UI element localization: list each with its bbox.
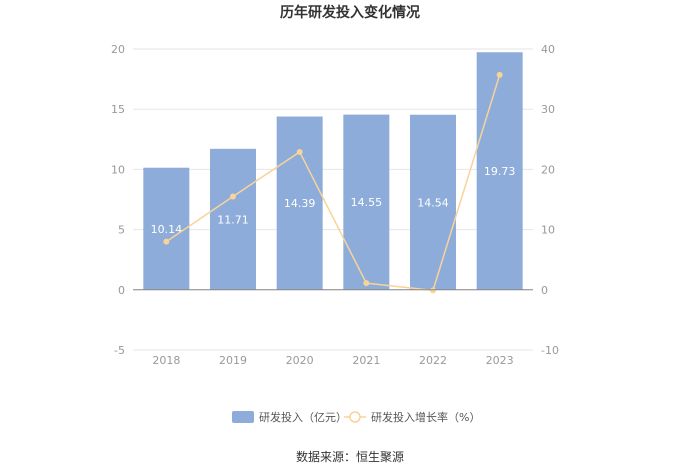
growth-point [430,287,436,294]
x-tick-label: 2018 [152,354,180,367]
y-right-tick-label: 20 [541,163,555,176]
bar-value-label: 19.73 [484,165,516,178]
y-left-tick-label: 10 [111,163,125,176]
legend: 研发投入（亿元） 研发投入增长率（%） [232,410,480,424]
y-right-tick-label: 10 [541,224,555,237]
y-left-tick-label: 5 [118,224,125,237]
legend-label-line: 研发投入增长率（%） [371,410,480,424]
x-tick-label: 2021 [352,354,380,367]
bar-labels: 10.14 11.71 14.39 14.55 14.54 19.73 [151,165,516,236]
growth-line [163,71,503,294]
bar [476,52,523,290]
bars [143,52,523,290]
bar [210,148,256,290]
bar-value-label: 14.54 [417,196,449,209]
y-left-tick-label: 0 [118,284,125,297]
growth-point [296,148,303,155]
legend-swatch-bar [232,411,254,423]
x-tick-label: 2020 [286,354,314,367]
growth-line-path [165,74,501,292]
growth-point [163,238,170,245]
bar-value-label: 10.14 [151,223,183,236]
y-right-tick-label: 0 [541,284,548,297]
x-tick-label: 2022 [419,354,447,367]
legend-swatch-marker [349,411,361,423]
chart-title: 历年研发投入变化情况 [280,4,420,21]
growth-point [496,71,503,78]
axes: -5 0 5 10 15 20 -10 0 10 20 30 40 2018 2019 2020 2021 20… [111,43,559,367]
y-left-tick-label: 15 [111,103,125,116]
y-right-tick-label: -10 [541,344,559,357]
bar [343,114,390,290]
bar [143,167,190,290]
x-tick-label: 2023 [486,354,514,367]
bar-value-label: 11.71 [217,213,249,226]
legend-label-bar: 研发投入（亿元） [259,410,347,424]
data-source: 数据来源：恒生聚源 [296,449,404,464]
bar-value-label: 14.39 [284,197,316,210]
growth-point [230,193,236,200]
bar [276,116,323,290]
grid [133,48,533,351]
y-right-tick-label: 30 [541,103,555,116]
x-tick-label: 2019 [219,354,247,367]
y-right-tick-label: 40 [541,43,555,56]
bar-value-label: 14.55 [351,196,383,209]
growth-point [363,280,370,287]
y-left-tick-label: -5 [114,344,125,357]
bar [410,114,456,290]
y-left-tick-label: 20 [111,43,125,56]
